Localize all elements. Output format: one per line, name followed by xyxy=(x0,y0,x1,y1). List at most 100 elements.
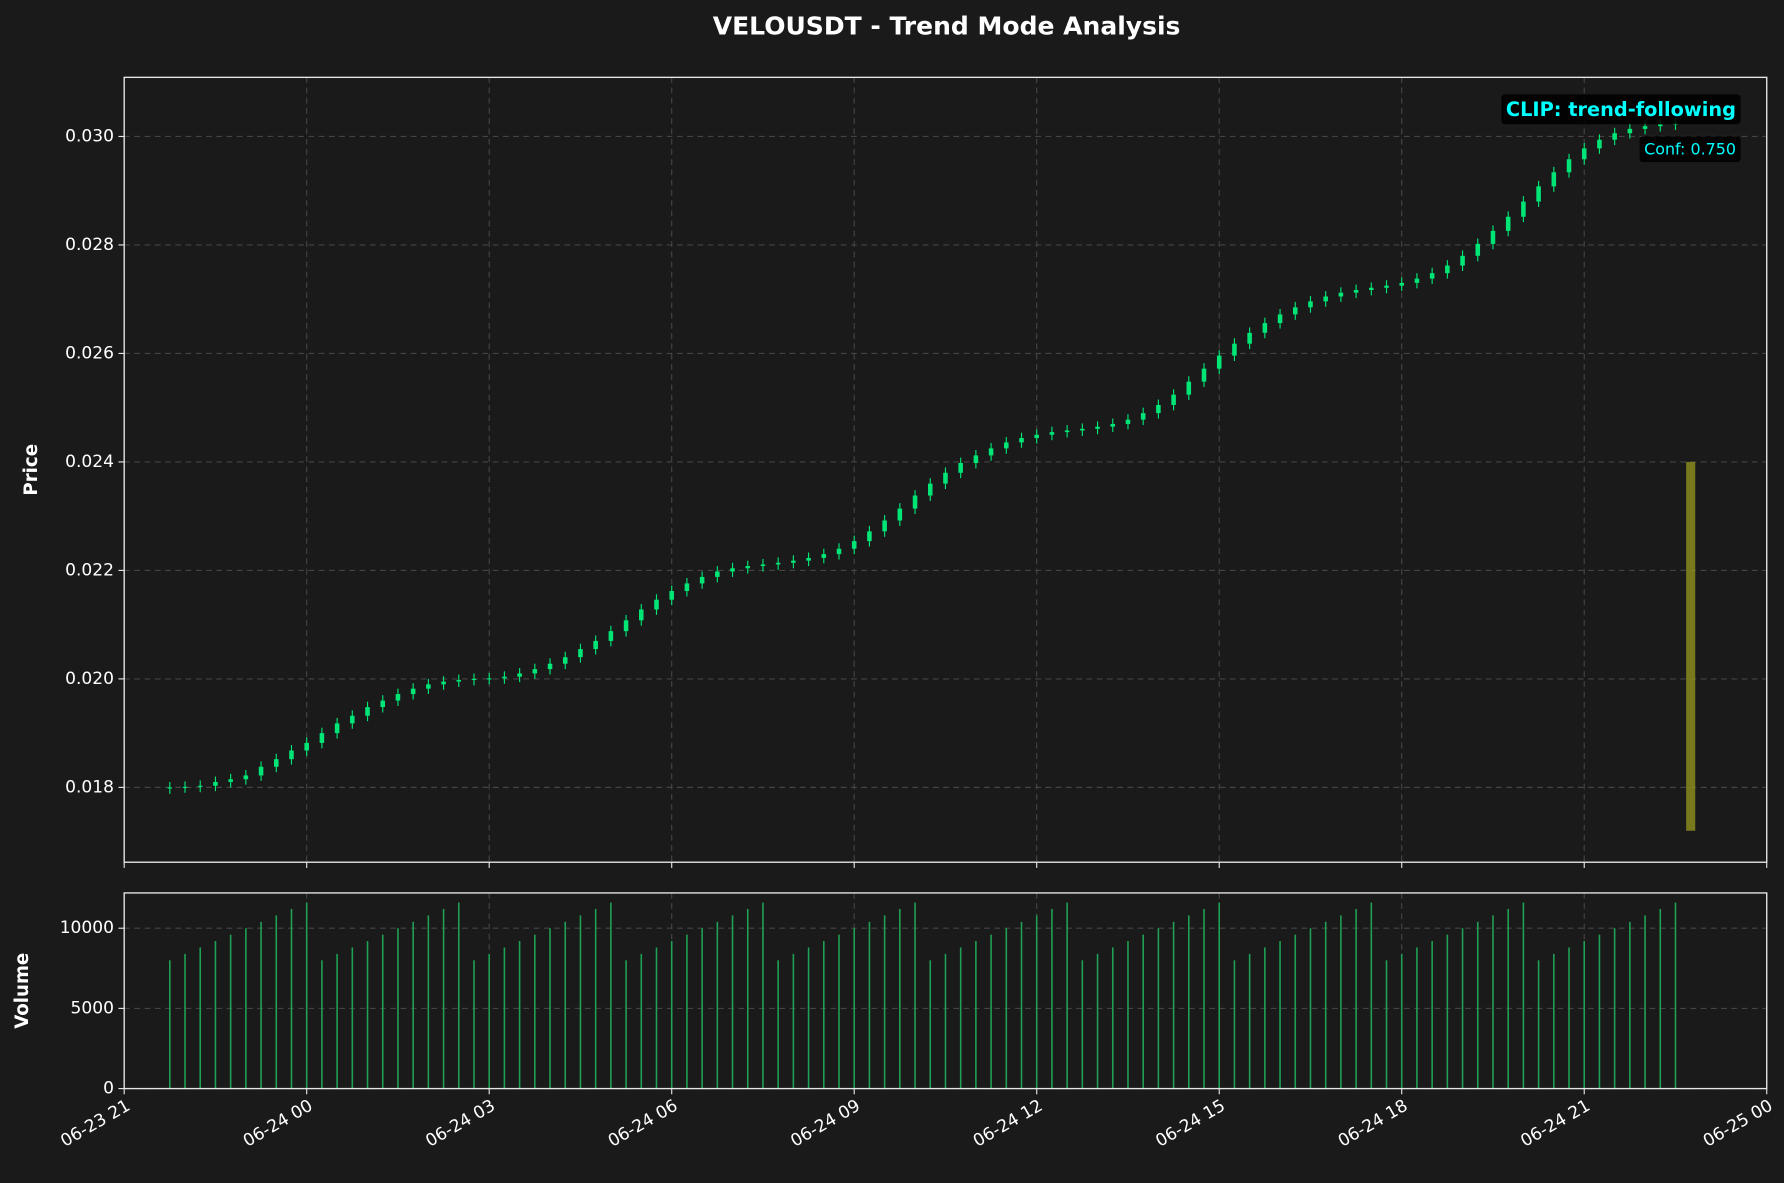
candle-body xyxy=(1080,428,1085,431)
volume-bar xyxy=(184,953,186,1089)
candle-body xyxy=(441,681,446,685)
volume-bar xyxy=(305,902,308,1089)
candle-body xyxy=(1353,289,1359,293)
annotation-box xyxy=(1639,136,1741,163)
volume-bar xyxy=(1157,928,1160,1089)
candle-body xyxy=(988,448,994,456)
volume-bar xyxy=(1340,915,1342,1089)
candle-body xyxy=(715,571,720,577)
volume-bar xyxy=(1111,947,1114,1089)
volume-bar xyxy=(366,941,369,1089)
volume-bar xyxy=(1553,953,1555,1089)
candle-body xyxy=(608,631,614,641)
y-tick-label: 0 xyxy=(103,1079,114,1099)
candle-body xyxy=(1049,432,1055,435)
volume-bar xyxy=(625,960,627,1089)
volume-bar xyxy=(1537,960,1540,1089)
candle-body xyxy=(806,557,811,561)
volume-bar xyxy=(503,947,506,1089)
volume-bar xyxy=(473,960,475,1089)
volume-bar xyxy=(899,908,901,1089)
volume-bar xyxy=(716,921,719,1089)
candle-body xyxy=(532,669,538,674)
y-tick-label: 5000 xyxy=(71,998,114,1018)
volume-bar xyxy=(1324,921,1327,1089)
candle-body xyxy=(882,520,887,532)
volume-bar xyxy=(1096,953,1099,1089)
candle-body xyxy=(1505,216,1511,231)
candle-body xyxy=(1019,438,1024,443)
y-tick-label: 0.020 xyxy=(65,669,114,689)
candle-body xyxy=(380,700,386,708)
volume-bar xyxy=(929,960,932,1089)
candle-body xyxy=(197,785,203,787)
candle-body xyxy=(167,787,173,789)
candle-body xyxy=(517,673,522,677)
candle-body xyxy=(1369,287,1374,290)
volume-bar xyxy=(275,915,278,1089)
candle-body xyxy=(745,566,751,569)
volume-bar xyxy=(975,941,977,1089)
volume-bar xyxy=(1613,928,1616,1089)
candle-body xyxy=(1262,323,1268,333)
candle-body xyxy=(274,759,279,767)
candle-body xyxy=(456,679,462,682)
volume-bar xyxy=(534,934,536,1089)
volume-bar xyxy=(457,902,460,1089)
volume-bar xyxy=(1355,908,1357,1089)
candle-body xyxy=(213,781,218,786)
candle-body xyxy=(836,548,842,555)
volume-bar xyxy=(853,928,856,1089)
candle-body xyxy=(1429,273,1435,279)
candle-body xyxy=(1581,148,1587,160)
volume-bar xyxy=(868,921,871,1089)
candle-body xyxy=(547,663,553,670)
candle-body xyxy=(1034,434,1039,439)
volume-bar xyxy=(245,928,247,1089)
volume-bar xyxy=(944,953,947,1089)
y-tick-label: 10000 xyxy=(60,918,114,938)
volume-bar xyxy=(1370,902,1373,1089)
volume-bar xyxy=(990,934,992,1089)
volume-bar xyxy=(1233,960,1236,1089)
volume-bar xyxy=(1127,941,1129,1089)
volume-bar xyxy=(792,953,795,1089)
candle-body xyxy=(471,678,477,681)
candle-body xyxy=(730,568,735,572)
annotation: Conf: 0.750 xyxy=(1644,140,1736,159)
volume-bar xyxy=(169,960,171,1089)
volume-bar xyxy=(701,928,703,1089)
volume-bar xyxy=(610,902,612,1089)
volume-bar xyxy=(1644,915,1646,1089)
candle-body xyxy=(1201,368,1207,382)
candle-body xyxy=(1064,430,1070,433)
volume-bar xyxy=(1142,934,1144,1089)
volume-bar xyxy=(518,941,521,1089)
candle-body xyxy=(289,750,294,760)
candle-body xyxy=(1566,159,1572,173)
volume-bar xyxy=(229,934,232,1089)
candle-body xyxy=(1095,426,1100,429)
volume-bar xyxy=(336,953,338,1089)
volume-bar xyxy=(1507,908,1509,1089)
candle-body xyxy=(1308,301,1313,308)
candle-body xyxy=(1597,139,1602,149)
volume-bar xyxy=(549,928,551,1089)
volume-bar xyxy=(442,908,445,1089)
candle-body xyxy=(319,733,325,743)
candle-body xyxy=(350,715,355,724)
volume-bar xyxy=(1659,908,1662,1089)
y-tick-label: 0.026 xyxy=(65,343,114,363)
volume-bar xyxy=(746,908,749,1089)
volume-bar xyxy=(1005,928,1008,1089)
candle-body xyxy=(1460,255,1465,266)
volume-bar xyxy=(321,960,323,1089)
candle-body xyxy=(1277,314,1283,324)
candle-body xyxy=(867,531,872,542)
candle-body xyxy=(334,723,340,734)
candle-body xyxy=(1338,292,1344,297)
candle-body xyxy=(1642,126,1648,129)
candle-body xyxy=(1232,343,1237,356)
volume-bar xyxy=(1522,902,1525,1089)
